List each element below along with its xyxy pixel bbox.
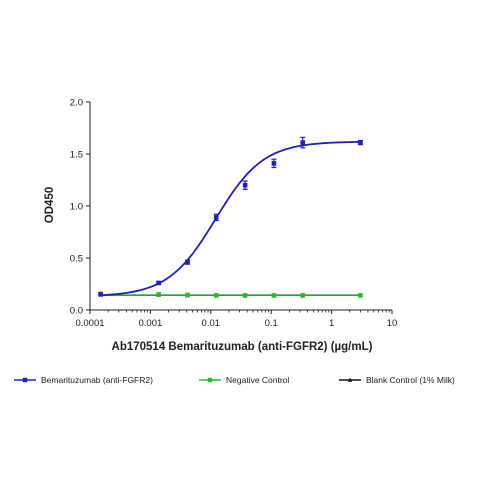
data-point bbox=[156, 292, 161, 297]
x-tick-label: 0.1 bbox=[265, 318, 278, 329]
legend-label: Blank Control (1% Milk) bbox=[366, 375, 455, 385]
data-point bbox=[207, 377, 213, 383]
fit-curve bbox=[100, 140, 361, 297]
x-axis-title: Ab170514 Bemarituzumab (anti-FGFR2) (µg/… bbox=[112, 341, 373, 353]
data-point bbox=[358, 293, 363, 298]
data-point bbox=[213, 293, 219, 298]
y-tick-label: 1.5 bbox=[70, 150, 83, 161]
data-point bbox=[185, 259, 190, 265]
data-point bbox=[242, 182, 248, 188]
legend-label: Bemarituzumab (anti-FGFR2) bbox=[41, 375, 153, 385]
data-point bbox=[213, 215, 219, 220]
x-tick-label: 0.001 bbox=[139, 318, 163, 329]
data-point bbox=[271, 293, 277, 298]
y-tick-label: 1.0 bbox=[70, 202, 83, 213]
data-point bbox=[271, 161, 277, 166]
data-point bbox=[185, 292, 190, 298]
data-point bbox=[300, 293, 306, 298]
data-point bbox=[358, 140, 363, 145]
y-tick-label: 0.5 bbox=[70, 254, 83, 265]
fit-curves bbox=[100, 140, 361, 297]
data-point bbox=[300, 140, 306, 145]
x-tick-label: 0.01 bbox=[202, 318, 221, 329]
x-tick-label: 10 bbox=[387, 318, 398, 329]
legend: Bemarituzumab (anti-FGFR2) Negative Contr… bbox=[14, 375, 455, 385]
y-tick-label: 0.0 bbox=[70, 306, 83, 317]
y-axis-title: OD450 bbox=[44, 187, 56, 223]
data-point bbox=[156, 280, 161, 286]
legend-label: Negative Control bbox=[226, 375, 289, 385]
data-point bbox=[22, 377, 28, 383]
data-point bbox=[242, 293, 248, 298]
x-tick-label: 0.0001 bbox=[75, 318, 104, 329]
y-tick-label: 2.0 bbox=[70, 98, 83, 109]
axes: 0.0 0.5 1.0 1.5 2.0 0.0001 0.001 0.01 0.1 1 10 bbox=[70, 98, 398, 330]
data-points bbox=[98, 136, 363, 298]
data-point bbox=[98, 292, 103, 297]
data-point bbox=[347, 377, 353, 382]
x-tick-label: 1 bbox=[329, 318, 334, 329]
